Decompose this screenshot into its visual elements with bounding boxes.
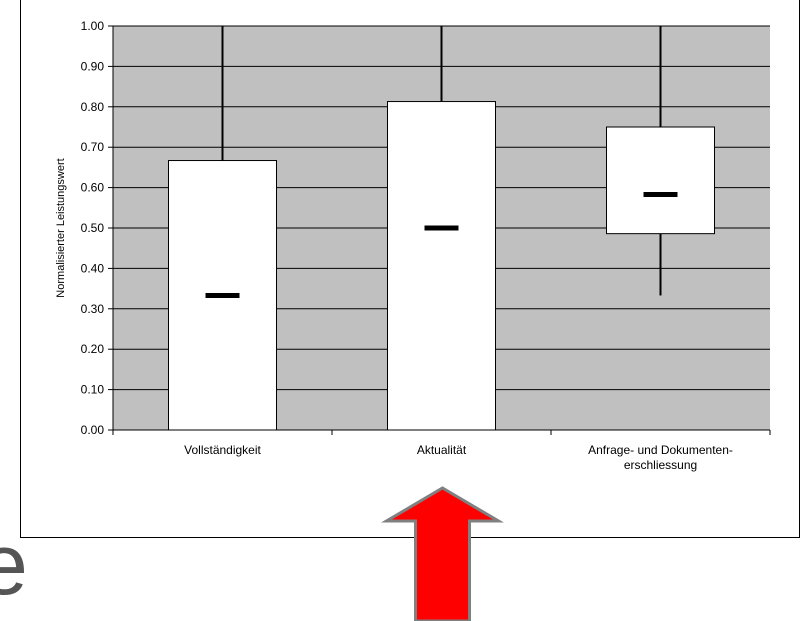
up-arrow-icon	[381, 486, 504, 621]
x-category-label: Aktualität	[417, 443, 467, 457]
box-1	[168, 26, 277, 431]
y-tick-label: 0.50	[81, 221, 105, 235]
box-body	[387, 101, 496, 431]
y-tick-label: 0.90	[81, 59, 105, 73]
x-category-label: erschliessung	[624, 458, 697, 472]
x-category-label: Anfrage- und Dokumenten-	[588, 443, 733, 457]
annotation-layer	[381, 486, 504, 621]
x-category-label: Vollständigkeit	[184, 443, 261, 457]
box-body	[606, 126, 715, 235]
y-tick-label: 0.30	[81, 302, 105, 316]
y-tick-label: 0.10	[81, 383, 105, 397]
box-3	[606, 26, 715, 296]
y-tick-label: 0.20	[81, 342, 105, 356]
y-tick-label: 0.80	[81, 100, 105, 114]
y-tick-label: 1.00	[81, 19, 105, 33]
y-axis-title: Normalisierter Leistungswert	[55, 158, 67, 297]
box-series	[168, 26, 715, 431]
y-tick-label: 0.40	[81, 261, 105, 275]
y-tick-label: 0.00	[81, 423, 105, 437]
x-axis: Vollständigkeit Aktualität Anfrage- und Do…	[112, 429, 771, 472]
box-2	[387, 26, 496, 431]
y-tick-label: 0.60	[81, 181, 105, 195]
y-tick-label: 0.70	[81, 140, 105, 154]
y-axis: 0.00 0.10 0.20 0.30 0.40 0.50 0.60 0.70 0.80 0.90…	[81, 19, 114, 437]
